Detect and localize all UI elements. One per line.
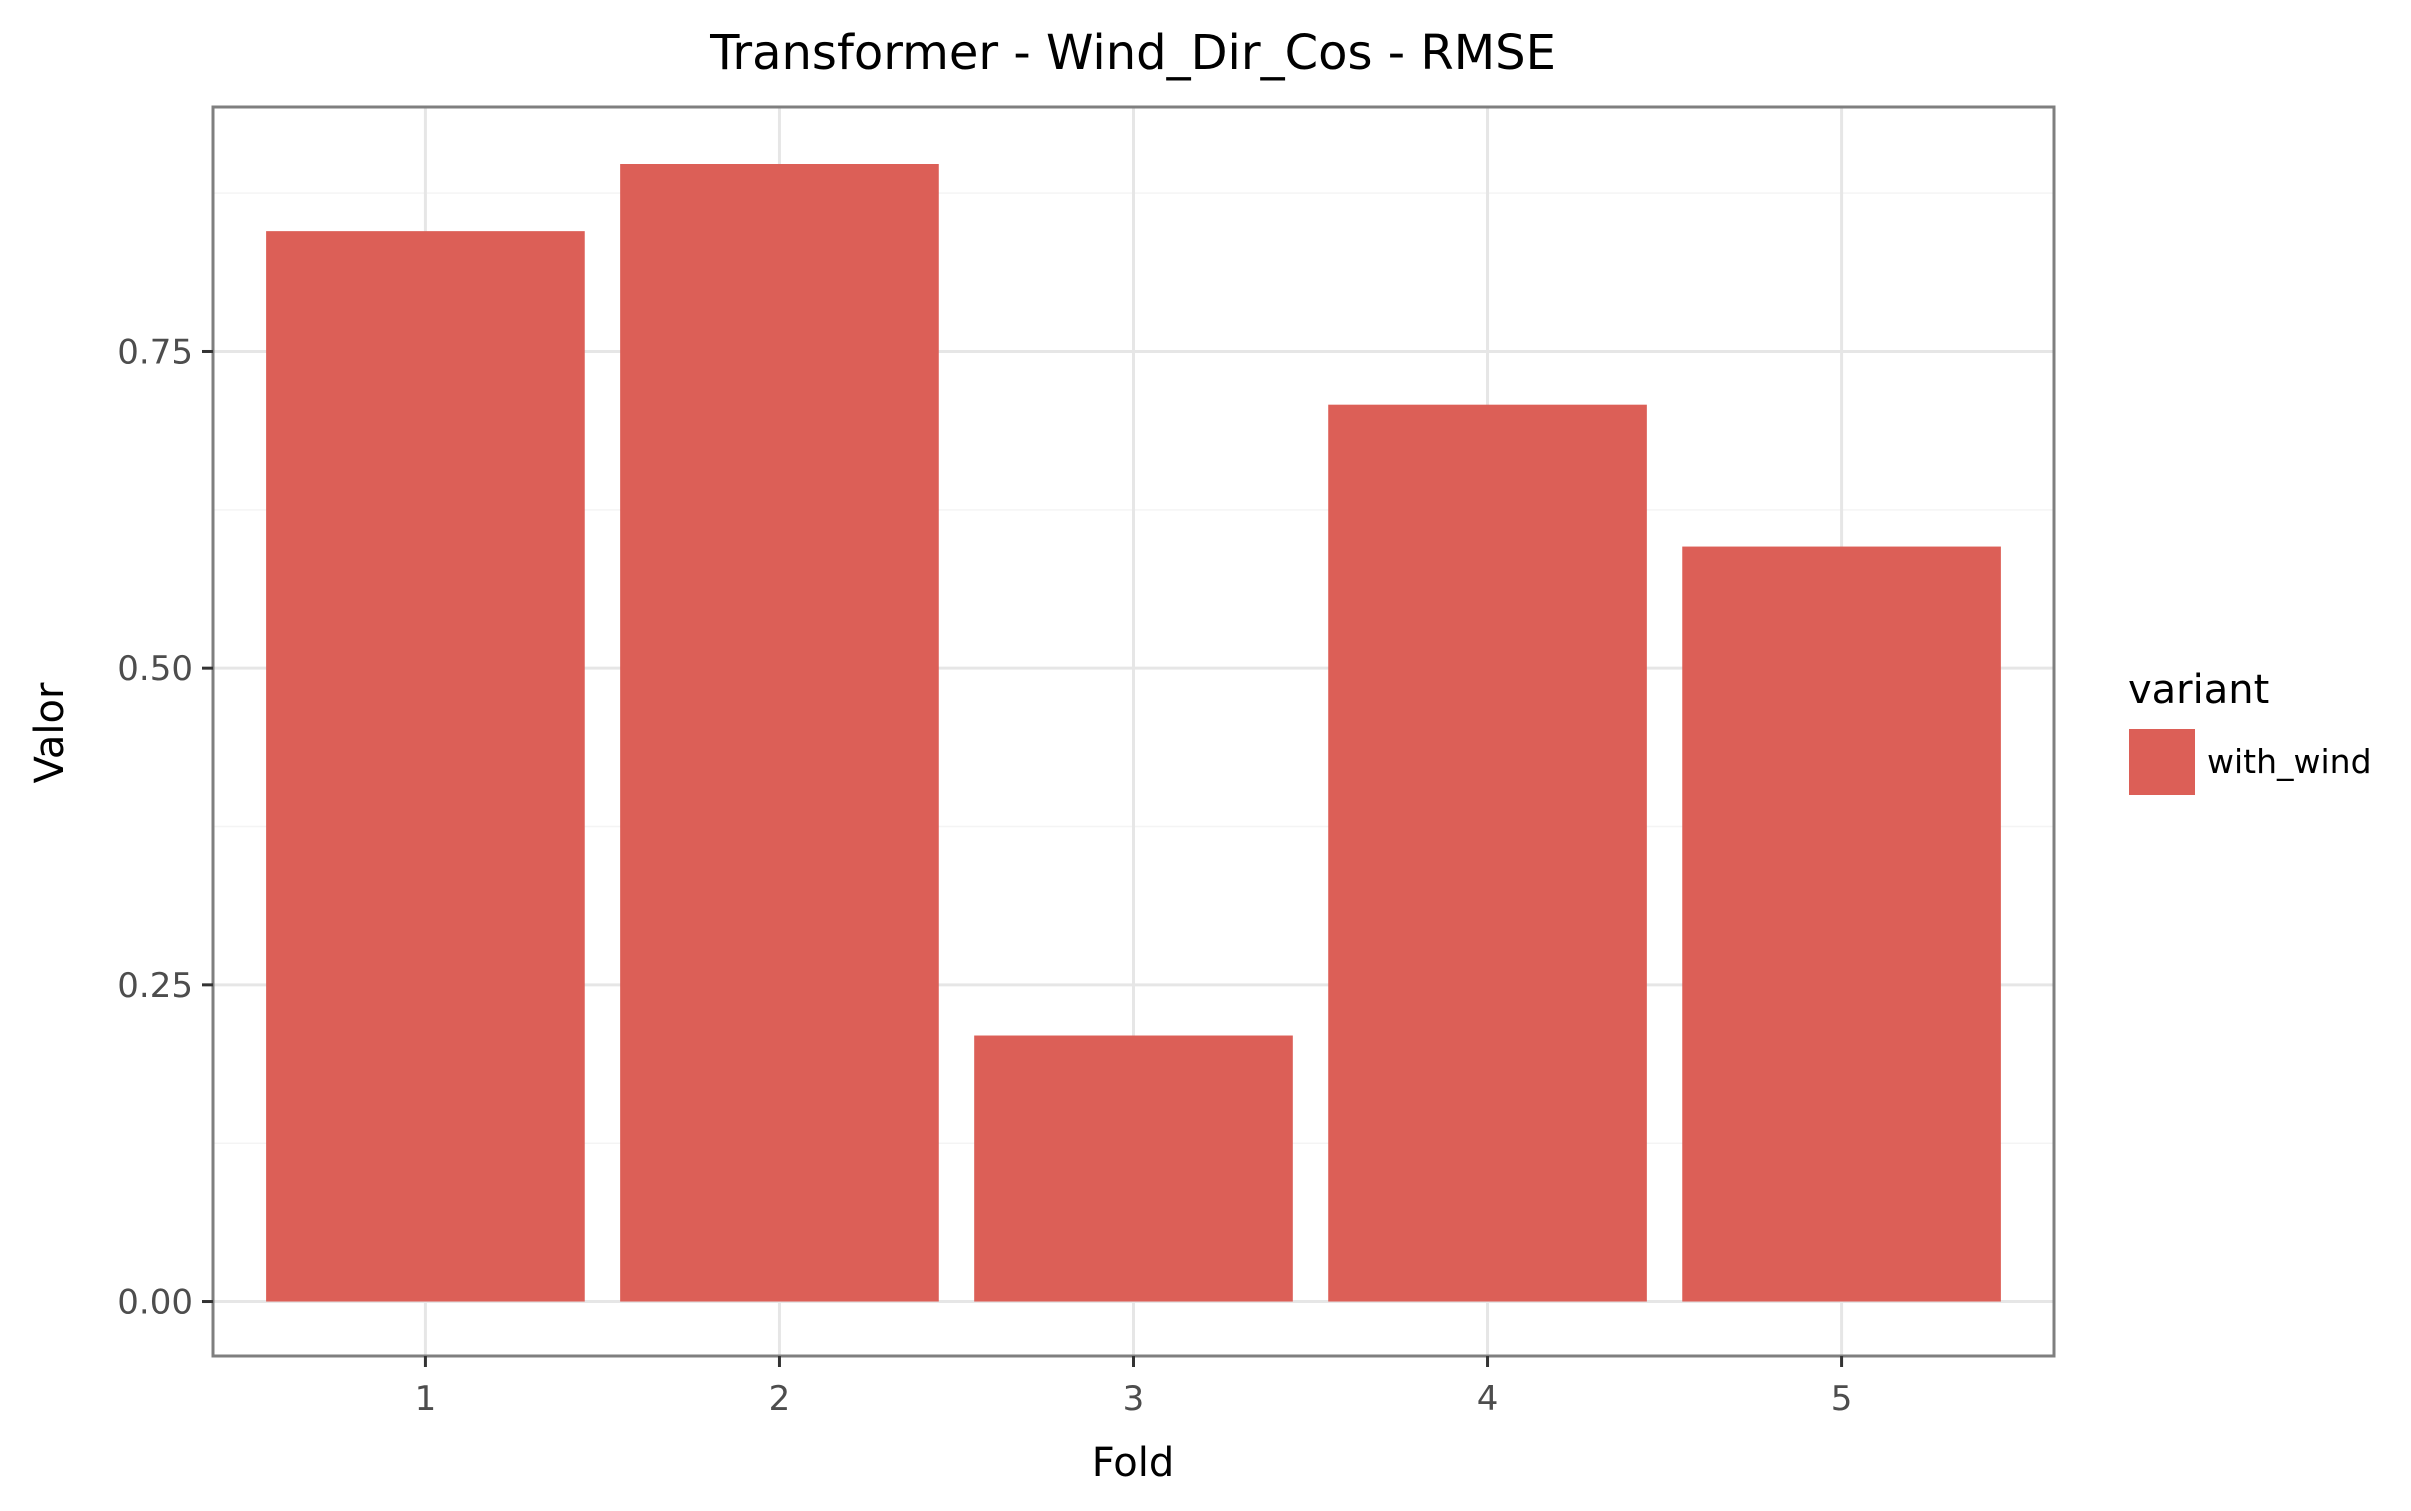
x-tick-label: 2 (769, 1379, 791, 1419)
bar-fold-2 (620, 164, 939, 1302)
bar-fold-3 (974, 1035, 1293, 1302)
bar-fold-4 (1328, 404, 1647, 1302)
bar-fold-1 (266, 231, 585, 1302)
y-tick-label: 0.50 (117, 649, 193, 689)
bar-fold-5 (1682, 546, 2001, 1302)
y-axis-title: Valor (27, 682, 73, 783)
y-tick-label: 0.75 (117, 332, 193, 372)
x-tick-label: 1 (415, 1379, 437, 1419)
legend-key-with-wind (2129, 729, 2195, 795)
x-tick-label: 3 (1123, 1379, 1145, 1419)
bars (266, 164, 2001, 1302)
chart-title: Transformer - Wind_Dir_Cos - RMSE (709, 25, 1556, 81)
x-axis-title: Fold (1092, 1440, 1175, 1486)
legend-title: variant (2128, 667, 2269, 713)
y-tick-label: 0.00 (117, 1283, 193, 1323)
x-axis: 1 2 3 4 5 (415, 1356, 1853, 1419)
x-tick-label: 4 (1477, 1379, 1499, 1419)
y-axis: 0.00 0.25 0.50 0.75 (117, 332, 213, 1323)
legend-label-with-wind: with_wind (2207, 742, 2372, 781)
y-tick-label: 0.25 (117, 966, 193, 1006)
legend: variant with_wind (2128, 667, 2372, 795)
x-tick-label: 5 (1831, 1379, 1853, 1419)
plot-panel (211, 105, 2056, 1358)
